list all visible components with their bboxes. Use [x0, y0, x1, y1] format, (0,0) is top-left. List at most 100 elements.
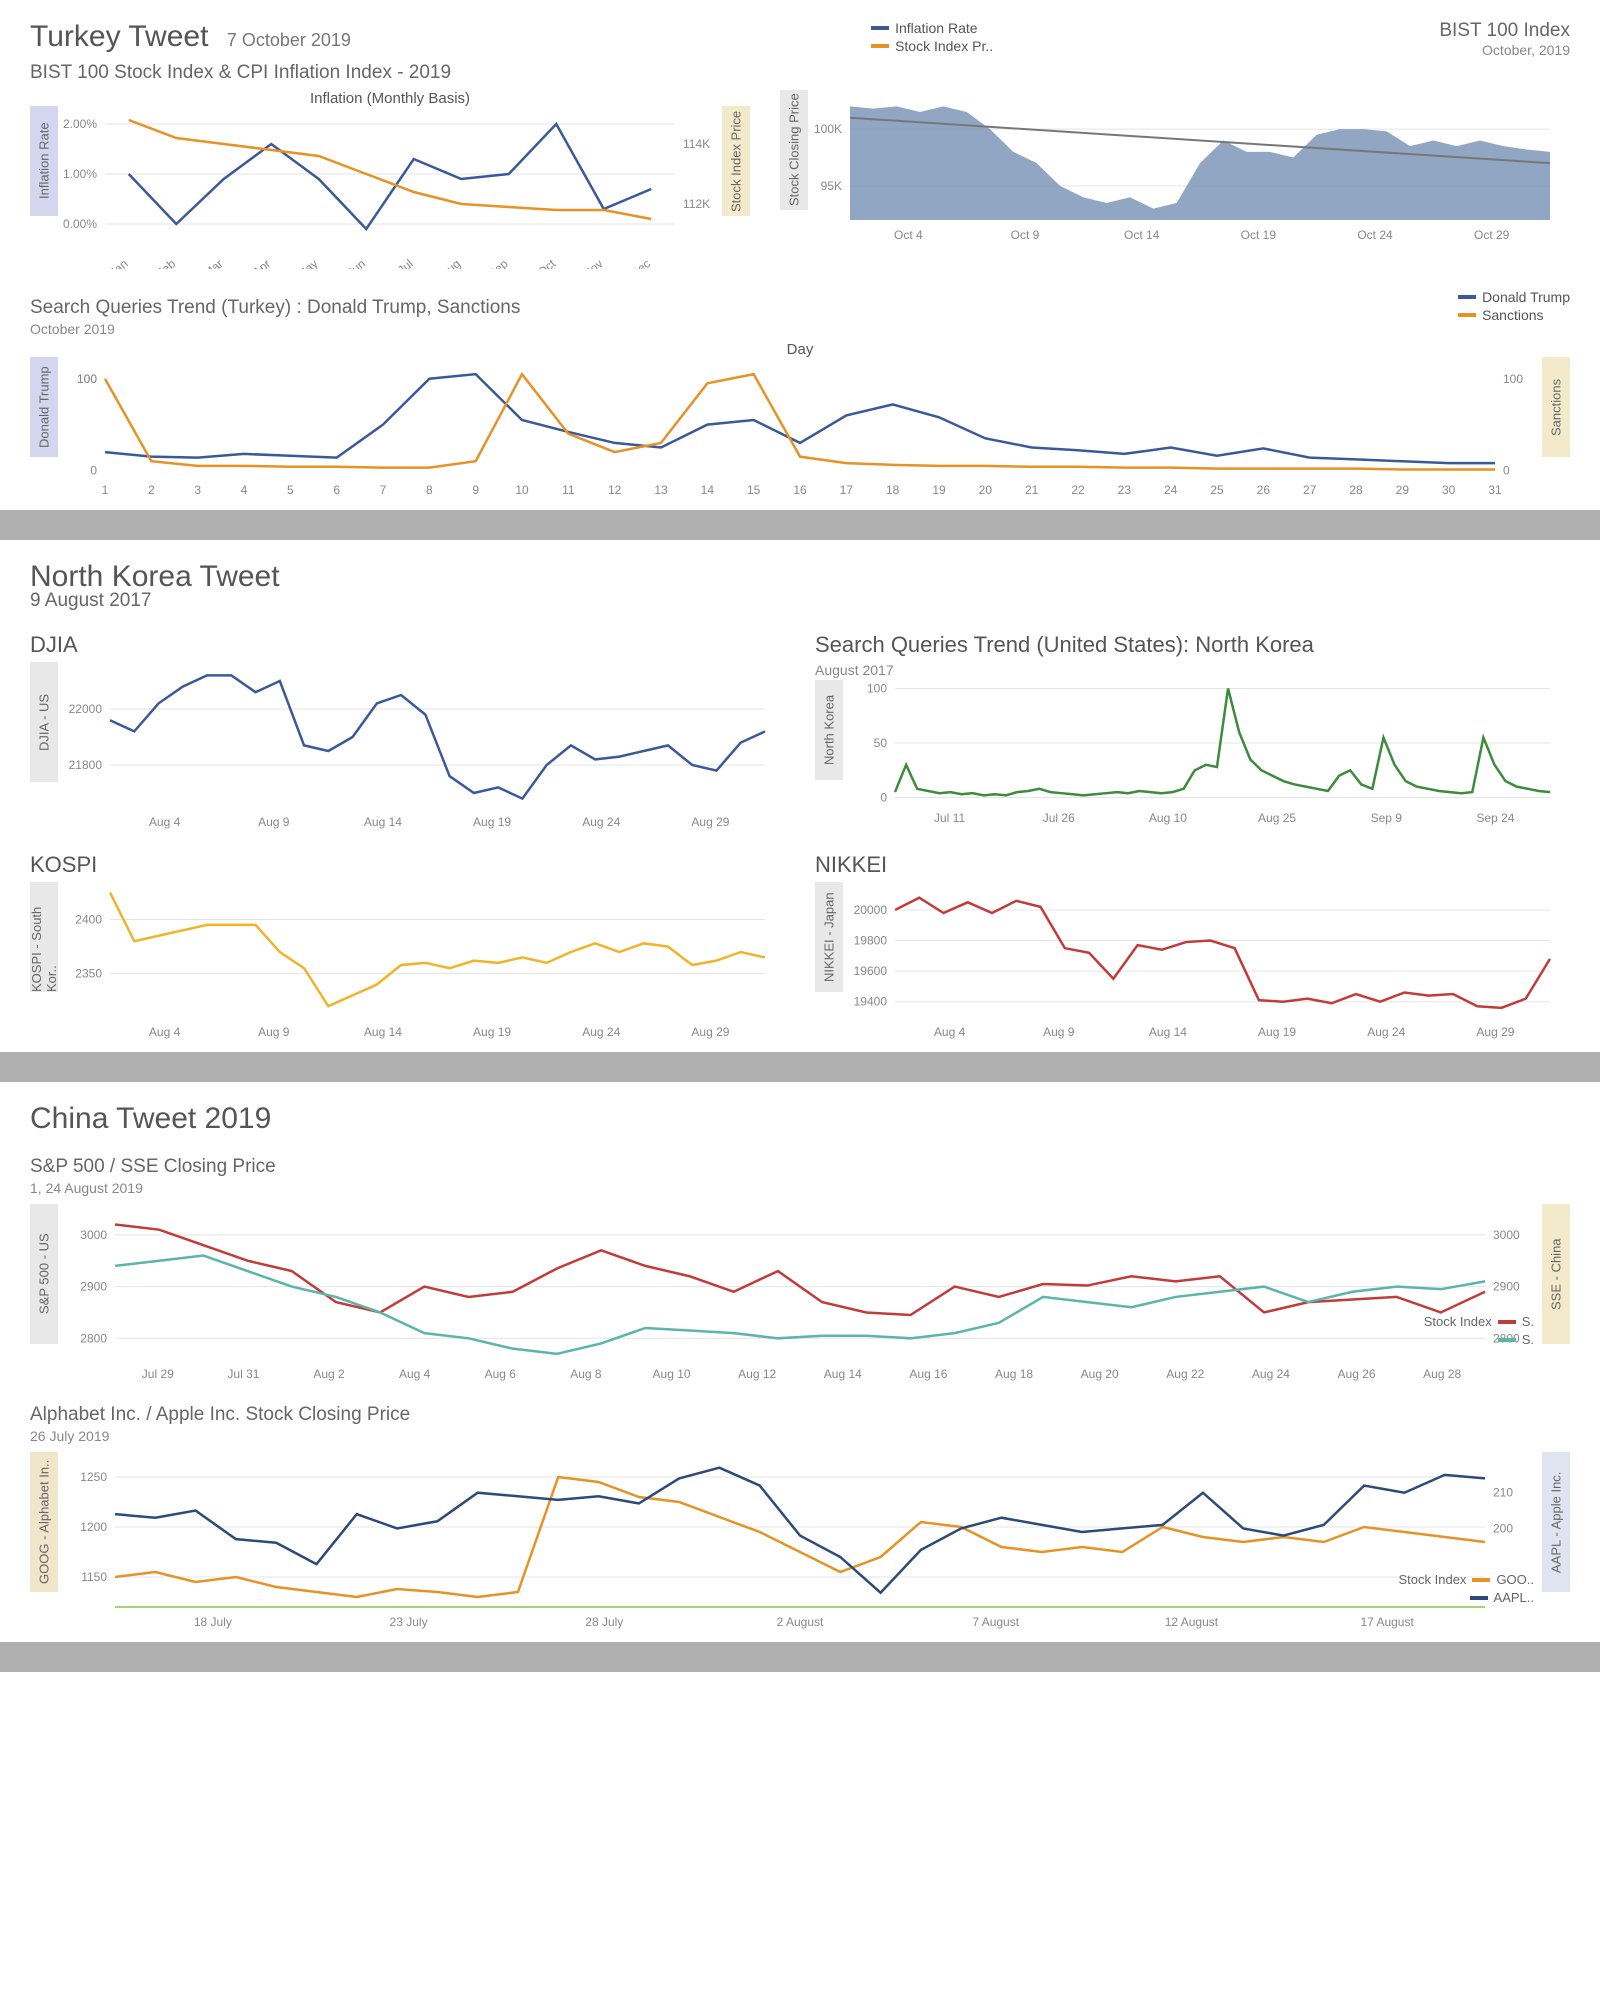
svg-text:2.00%: 2.00%	[63, 117, 97, 131]
svg-text:26: 26	[1257, 483, 1271, 497]
kospi-title: KOSPI	[30, 852, 785, 878]
bist-sub: October, 2019	[1439, 42, 1570, 58]
svg-text:210: 210	[1493, 1486, 1513, 1500]
svg-text:Aug 19: Aug 19	[1258, 1025, 1296, 1039]
svg-text:22000: 22000	[69, 702, 103, 716]
svg-text:23 July: 23 July	[390, 1615, 428, 1629]
axis-aapl: AAPL - Apple Inc.	[1542, 1452, 1570, 1592]
svg-text:1200: 1200	[80, 1520, 107, 1534]
spsse-title: S&P 500 / SSE Closing Price	[30, 1156, 1570, 1178]
svg-text:100: 100	[867, 681, 887, 695]
axis-nikkei: NIKKEI - Japan	[815, 882, 843, 992]
svg-text:Aug 24: Aug 24	[1367, 1025, 1405, 1039]
turkey-subtitle: BIST 100 Stock Index & CPI Inflation Ind…	[30, 62, 451, 84]
svg-text:17 August: 17 August	[1360, 1615, 1414, 1629]
svg-text:Jul 29: Jul 29	[142, 1367, 174, 1381]
svg-text:100: 100	[1503, 372, 1523, 386]
axis-sp500: S&P 500 - US	[30, 1204, 58, 1344]
svg-text:1250: 1250	[80, 1470, 107, 1484]
svg-text:Aug 29: Aug 29	[691, 1025, 729, 1039]
axis-sse: SSE - China	[1542, 1204, 1570, 1344]
svg-text:4: 4	[241, 483, 248, 497]
svg-text:Aug 19: Aug 19	[473, 1025, 511, 1039]
svg-text:Aug: Aug	[438, 257, 463, 269]
inflation-chart-title: Inflation (Monthly Basis)	[30, 90, 750, 107]
svg-text:17: 17	[840, 483, 854, 497]
svg-text:11: 11	[562, 483, 575, 497]
nk-search-title: Search Queries Trend (United States): No…	[815, 632, 1570, 658]
svg-text:Jun: Jun	[344, 257, 368, 269]
search-chart: Day Donald Trump Sanctions 0010010010012…	[30, 341, 1570, 500]
svg-text:23: 23	[1118, 483, 1132, 497]
svg-text:3: 3	[194, 483, 201, 497]
svg-text:1.00%: 1.00%	[63, 167, 97, 181]
search-svg: 0010010010012345678910111213141516171819…	[30, 360, 1570, 500]
turkey-title: Turkey Tweet	[30, 20, 208, 54]
legend-sanctions: Sanctions	[1482, 307, 1543, 323]
svg-text:2800: 2800	[80, 1331, 107, 1345]
legend-stock: Stock Index Pr..	[895, 38, 993, 54]
nk-search-sub: August 2017	[815, 662, 1570, 678]
svg-text:Aug 24: Aug 24	[1252, 1367, 1290, 1381]
svg-text:Aug 14: Aug 14	[364, 1025, 402, 1039]
svg-text:Aug 4: Aug 4	[149, 815, 181, 829]
svg-text:May: May	[294, 257, 320, 269]
svg-text:Sep: Sep	[485, 256, 511, 269]
bist-title: BIST 100 Index	[1439, 20, 1570, 42]
spsse-legend: Stock Index S.	[1424, 1314, 1534, 1329]
svg-text:2400: 2400	[75, 913, 102, 927]
svg-text:100K: 100K	[814, 122, 842, 136]
nksearch-svg: 050100Jul 11Jul 26Aug 10Aug 25Sep 9Sep 2…	[815, 678, 1565, 828]
svg-text:19400: 19400	[854, 995, 888, 1009]
svg-text:15: 15	[747, 483, 761, 497]
stocks-leg0: GOO..	[1496, 1572, 1534, 1587]
divider	[0, 1052, 1600, 1082]
svg-text:Aug 28: Aug 28	[1423, 1367, 1461, 1381]
svg-text:Aug 16: Aug 16	[909, 1367, 947, 1381]
svg-text:22: 22	[1071, 483, 1085, 497]
svg-text:Jan: Jan	[107, 257, 131, 269]
svg-text:9: 9	[472, 483, 479, 497]
svg-text:Aug 29: Aug 29	[691, 815, 729, 829]
stocks-sub: 26 July 2019	[30, 1428, 1570, 1444]
china-title: China Tweet 2019	[30, 1102, 271, 1136]
kospi-chart: KOSPI KOSPI - South Kor.. 23502400Aug 4A…	[30, 852, 785, 1042]
svg-text:Oct 29: Oct 29	[1474, 228, 1510, 242]
axis-stock-price: Stock Index Price	[722, 106, 750, 216]
kospi-svg: 23502400Aug 4Aug 9Aug 14Aug 19Aug 24Aug …	[30, 882, 780, 1042]
svg-text:7 August: 7 August	[972, 1615, 1019, 1629]
search-legend: Donald Trump Sanctions	[1458, 289, 1570, 325]
svg-text:1: 1	[102, 483, 109, 497]
svg-text:6: 6	[333, 483, 340, 497]
svg-text:200: 200	[1493, 1521, 1513, 1535]
svg-text:2 August: 2 August	[777, 1615, 824, 1629]
svg-text:Jul 26: Jul 26	[1043, 811, 1075, 825]
spsse-legend2: S.	[1498, 1332, 1534, 1347]
svg-text:19600: 19600	[854, 964, 888, 978]
svg-text:Oct 19: Oct 19	[1241, 228, 1277, 242]
axis-kospi: KOSPI - South Kor..	[30, 882, 58, 992]
svg-text:30: 30	[1442, 483, 1456, 497]
svg-text:0: 0	[1503, 463, 1510, 477]
svg-text:Aug 18: Aug 18	[995, 1367, 1033, 1381]
svg-text:Aug 9: Aug 9	[258, 815, 290, 829]
svg-text:5: 5	[287, 483, 294, 497]
svg-text:Oct 14: Oct 14	[1124, 228, 1160, 242]
svg-text:8: 8	[426, 483, 433, 497]
svg-text:19800: 19800	[854, 934, 888, 948]
svg-text:112K: 112K	[683, 197, 710, 211]
svg-text:Aug 10: Aug 10	[653, 1367, 691, 1381]
axis-goog: GOOG - Alphabet In..	[30, 1452, 58, 1592]
svg-text:Apr: Apr	[250, 257, 273, 269]
stocks-chart: GOOG - Alphabet In.. AAPL - Apple Inc. 1…	[30, 1452, 1570, 1632]
svg-text:Oct 9: Oct 9	[1011, 228, 1040, 242]
axis-sanctions: Sanctions	[1542, 357, 1570, 457]
stocks-svg: 11501200125020021018 July23 July28 July2…	[30, 1452, 1570, 1632]
svg-text:20: 20	[979, 483, 993, 497]
svg-text:Oct: Oct	[535, 256, 559, 269]
divider	[0, 510, 1600, 540]
svg-text:95K: 95K	[821, 179, 842, 193]
svg-text:24: 24	[1164, 483, 1178, 497]
svg-text:14: 14	[701, 483, 715, 497]
turkey-section: Turkey Tweet 7 October 2019 BIST 100 Sto…	[0, 0, 1600, 510]
